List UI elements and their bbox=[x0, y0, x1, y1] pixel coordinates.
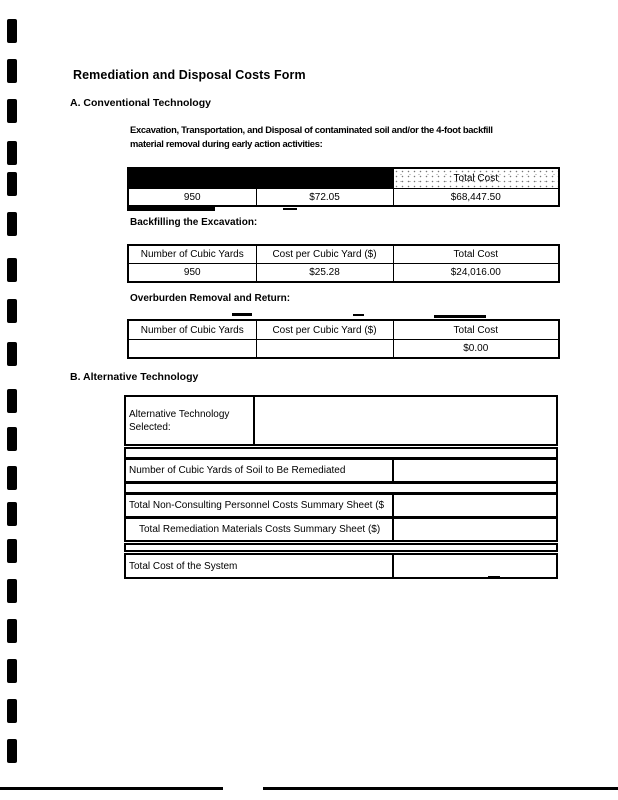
field-label: Total Non-Consulting Personnel Costs Sum… bbox=[126, 495, 394, 516]
form-row-cubic-yards: Number of Cubic Yards of Soil to Be Reme… bbox=[124, 458, 558, 483]
field-value-area bbox=[255, 397, 556, 444]
section-b-heading: B. Alternative Technology bbox=[70, 371, 199, 383]
scan-artifact bbox=[434, 315, 486, 318]
table-row: $0.00 bbox=[127, 339, 560, 359]
field-value-area bbox=[394, 555, 556, 577]
binding-hole-mark bbox=[7, 619, 17, 643]
binding-hole-mark bbox=[7, 502, 17, 526]
binding-hole-mark bbox=[7, 466, 17, 490]
binding-hole-mark bbox=[7, 739, 17, 763]
scan-artifact bbox=[543, 577, 557, 579]
backfilling-cost-table: Number of Cubic Yards Cost per Cubic Yar… bbox=[127, 244, 560, 283]
form-row-personnel-costs: Total Non-Consulting Personnel Costs Sum… bbox=[124, 493, 558, 518]
data-cell bbox=[127, 339, 257, 359]
binding-hole-mark bbox=[7, 342, 17, 366]
page-bottom-edge bbox=[0, 787, 223, 790]
scan-artifact bbox=[127, 207, 215, 211]
field-label: Number of Cubic Yards of Soil to Be Reme… bbox=[126, 460, 394, 481]
redacted-header-cell bbox=[255, 167, 394, 189]
scan-artifact bbox=[353, 314, 364, 316]
backfilling-heading: Backfilling the Excavation: bbox=[130, 217, 258, 228]
binding-hole-mark bbox=[7, 659, 17, 683]
binding-hole-mark bbox=[7, 19, 17, 43]
table-header-row: Number of Cubic Yards Cost per Cubic Yar… bbox=[127, 319, 560, 340]
data-cell-total: $0.00 bbox=[392, 339, 560, 359]
data-cell: $72.05 bbox=[255, 188, 394, 207]
overburden-cost-table: Number of Cubic Yards Cost per Cubic Yar… bbox=[127, 319, 560, 359]
table-row: 950 $72.05 $68,447.50 bbox=[127, 188, 560, 207]
form-row-materials-costs: Total Remediation Materials Costs Summar… bbox=[124, 517, 558, 542]
header-cell: Total Cost bbox=[392, 319, 560, 340]
data-cell: $24,016.00 bbox=[392, 263, 560, 283]
scan-artifact bbox=[283, 208, 297, 210]
data-cell: $68,447.50 bbox=[392, 188, 560, 207]
binding-hole-mark bbox=[7, 141, 17, 165]
excavation-description: Excavation, Transportation, and Disposal… bbox=[130, 124, 493, 149]
section-a-heading: A. Conventional Technology bbox=[70, 97, 211, 109]
scan-artifact bbox=[488, 576, 500, 578]
header-cell: Cost per Cubic Yard ($) bbox=[255, 244, 394, 264]
table-header-row: Number of Cubic Yards Cost per Cubic Yar… bbox=[127, 244, 560, 264]
scan-artifact bbox=[415, 444, 431, 446]
field-value-area bbox=[394, 519, 556, 540]
binding-hole-mark bbox=[7, 299, 17, 323]
binding-hole-mark bbox=[7, 579, 17, 603]
binding-hole-mark bbox=[7, 389, 17, 413]
binding-hole-mark bbox=[7, 99, 17, 123]
field-label: Alternative Technology Selected: bbox=[126, 397, 255, 444]
header-cell: Cost per Cubic Yard ($) bbox=[255, 319, 394, 340]
binding-hole-mark bbox=[7, 212, 17, 236]
table-header-row: Total Cost bbox=[127, 167, 560, 189]
binding-hole-mark bbox=[7, 172, 17, 196]
data-cell: $25.28 bbox=[255, 263, 394, 283]
field-label: Total Cost of the System bbox=[126, 555, 394, 577]
scan-artifact bbox=[232, 313, 252, 316]
page-bottom-edge bbox=[263, 787, 618, 790]
form-title: Remediation and Disposal Costs Form bbox=[73, 68, 306, 82]
header-cell: Number of Cubic Yards bbox=[127, 244, 257, 264]
overburden-heading: Overburden Removal and Return: bbox=[130, 293, 291, 304]
spacer-row bbox=[124, 543, 558, 552]
binding-hole-mark bbox=[7, 59, 17, 83]
excavation-cost-table: Total Cost 950 $72.05 $68,447.50 bbox=[127, 167, 560, 207]
binding-hole-mark bbox=[7, 699, 17, 723]
header-cell-total-cost: Total Cost bbox=[392, 167, 560, 189]
data-cell: 950 bbox=[127, 188, 257, 207]
binding-hole-mark bbox=[7, 258, 17, 282]
form-row-alternative-technology: Alternative Technology Selected: bbox=[124, 395, 558, 446]
header-cell: Number of Cubic Yards bbox=[127, 319, 257, 340]
table-row: 950 $25.28 $24,016.00 bbox=[127, 263, 560, 283]
data-cell bbox=[255, 339, 394, 359]
form-row-total-cost: Total Cost of the System bbox=[124, 553, 558, 579]
field-label: Total Remediation Materials Costs Summar… bbox=[126, 519, 394, 540]
data-cell: 950 bbox=[127, 263, 257, 283]
field-value-area bbox=[394, 495, 556, 516]
binding-hole-mark bbox=[7, 427, 17, 451]
binding-hole-mark bbox=[7, 539, 17, 563]
header-cell: Total Cost bbox=[392, 244, 560, 264]
redacted-header-cell bbox=[127, 167, 257, 189]
field-value-area bbox=[394, 460, 556, 481]
